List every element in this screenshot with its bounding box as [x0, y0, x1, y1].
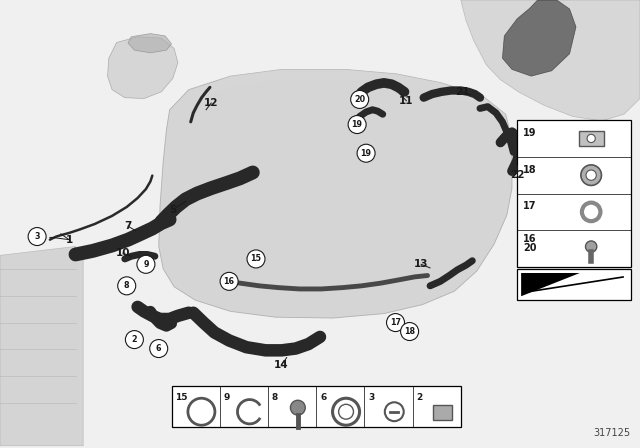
Circle shape	[581, 165, 602, 185]
Circle shape	[348, 116, 366, 134]
Text: 3: 3	[35, 232, 40, 241]
Text: 20: 20	[354, 95, 365, 104]
Circle shape	[137, 255, 155, 273]
Text: 9: 9	[143, 260, 148, 269]
Text: 7: 7	[124, 221, 132, 231]
Text: 2: 2	[417, 393, 423, 402]
Circle shape	[118, 277, 136, 295]
Text: 16
20: 16 20	[523, 233, 536, 253]
Circle shape	[586, 170, 596, 180]
Text: 17: 17	[523, 202, 536, 211]
Bar	[433, 405, 452, 420]
Text: 3: 3	[369, 393, 374, 402]
Circle shape	[586, 241, 597, 252]
Circle shape	[401, 323, 419, 340]
Polygon shape	[521, 273, 580, 296]
Polygon shape	[128, 34, 172, 53]
Text: 5: 5	[169, 205, 177, 215]
Bar	[579, 131, 604, 146]
Polygon shape	[461, 0, 640, 121]
Text: 16: 16	[223, 277, 235, 286]
Polygon shape	[0, 246, 83, 446]
Text: 11: 11	[399, 96, 413, 106]
Circle shape	[125, 331, 143, 349]
Circle shape	[587, 134, 595, 142]
Circle shape	[387, 314, 404, 332]
Circle shape	[357, 144, 375, 162]
Polygon shape	[195, 69, 506, 116]
Text: 8: 8	[272, 393, 278, 402]
Text: 2: 2	[132, 335, 137, 344]
Text: 6: 6	[320, 393, 326, 402]
Text: 18: 18	[404, 327, 415, 336]
Text: 17: 17	[390, 318, 401, 327]
Polygon shape	[502, 0, 576, 76]
Bar	[172, 386, 461, 427]
Text: 12: 12	[204, 98, 218, 108]
Text: 19: 19	[351, 120, 363, 129]
Text: 1: 1	[65, 235, 73, 245]
Text: 9: 9	[224, 393, 230, 402]
Text: 6: 6	[156, 344, 161, 353]
Text: 8: 8	[124, 281, 129, 290]
Text: 14: 14	[275, 360, 289, 370]
Circle shape	[291, 400, 305, 415]
Text: 15: 15	[175, 393, 188, 402]
Text: 13: 13	[414, 259, 428, 269]
Text: 18: 18	[523, 165, 537, 175]
Circle shape	[351, 90, 369, 108]
Circle shape	[220, 272, 238, 290]
Text: 10: 10	[116, 248, 130, 258]
Polygon shape	[108, 37, 178, 99]
Polygon shape	[159, 69, 512, 318]
Text: 22: 22	[510, 170, 524, 180]
Bar	[517, 269, 631, 300]
Text: 15: 15	[250, 254, 262, 263]
Text: 317125: 317125	[593, 428, 630, 438]
Text: 21: 21	[455, 87, 469, 97]
Circle shape	[247, 250, 265, 268]
Text: 19: 19	[523, 128, 536, 138]
Circle shape	[28, 228, 46, 246]
Text: 19: 19	[360, 149, 372, 158]
Bar	[517, 120, 631, 267]
Circle shape	[150, 340, 168, 358]
